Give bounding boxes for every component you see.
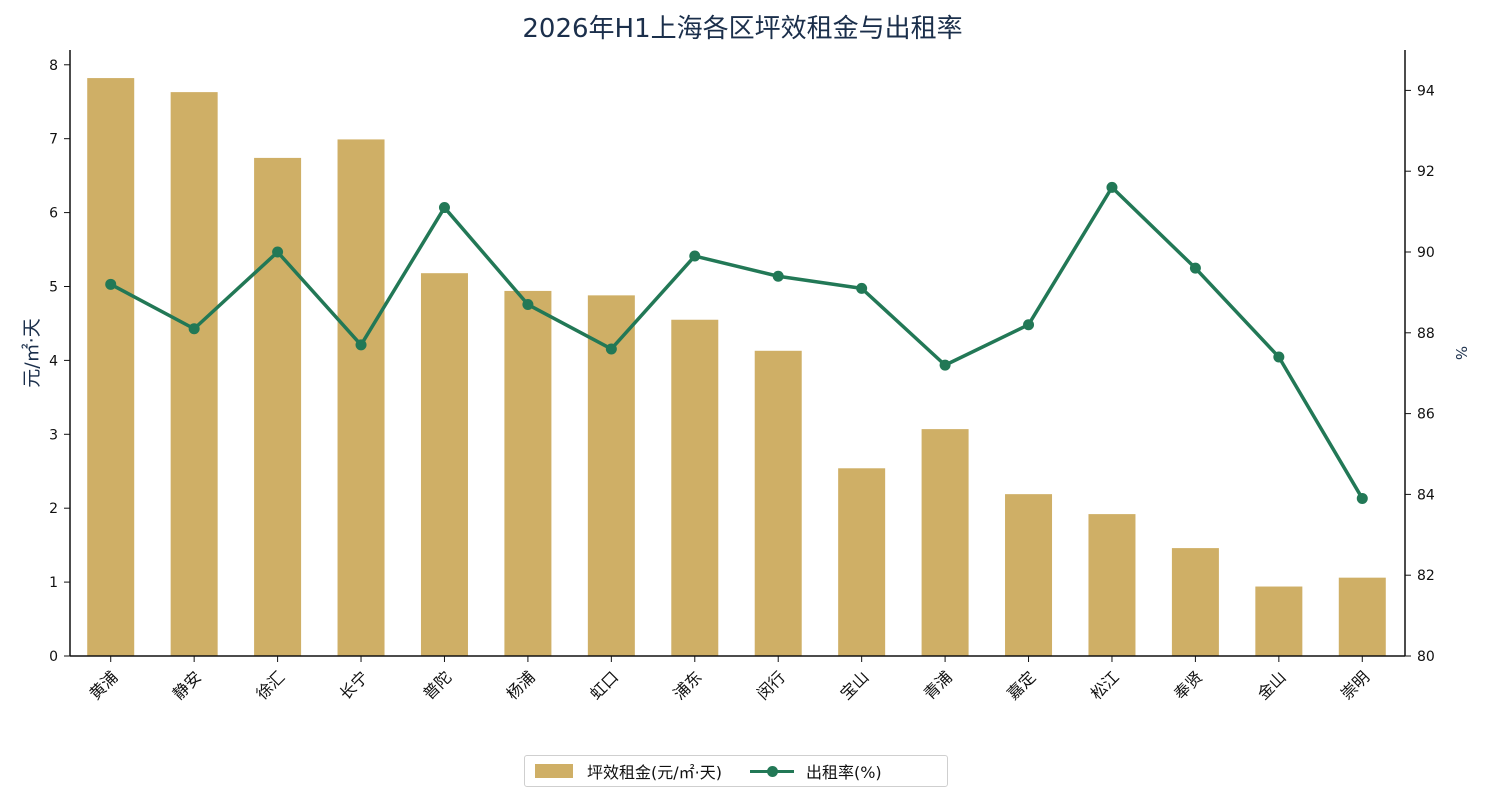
x-tick-label: 崇明	[1337, 667, 1373, 703]
occupancy-point-奉贤	[1189, 262, 1201, 274]
bar-崇明	[1338, 577, 1386, 656]
line-layer	[105, 181, 1368, 504]
x-tick-label: 浦东	[670, 667, 706, 703]
occupancy-point-浦东	[689, 250, 701, 262]
y2-tick-label: 88	[1417, 326, 1435, 342]
x-tick-label: 杨浦	[503, 667, 539, 703]
occupancy-point-宝山	[856, 282, 868, 294]
x-tick-label: 奉贤	[1170, 667, 1206, 703]
legend-bar-swatch	[535, 764, 573, 778]
bar-普陀	[420, 273, 468, 656]
bar-宝山	[838, 468, 886, 656]
x-tick-label: 虹口	[586, 667, 622, 703]
occupancy-point-黄浦	[105, 278, 117, 290]
x-tick-label: 青浦	[920, 667, 956, 703]
y-tick-label: 7	[49, 132, 58, 148]
y2-tick-label: 90	[1417, 245, 1435, 261]
bar-长宁	[337, 139, 385, 657]
bar-嘉定	[1005, 494, 1053, 656]
legend: 坪效租金(元/㎡·天) 出租率(%)	[524, 755, 948, 787]
bar-金山	[1255, 586, 1303, 656]
bar-浦东	[671, 319, 719, 656]
y-tick-label: 3	[49, 427, 58, 443]
y-axis-label: 元/㎡·天	[20, 318, 43, 387]
bar-杨浦	[504, 290, 552, 656]
occupancy-point-崇明	[1356, 492, 1368, 504]
y-tick-label: 6	[49, 206, 58, 222]
y2-tick-label: 86	[1417, 407, 1435, 423]
bars-layer	[87, 78, 1386, 657]
chart-title: 2026年H1上海各区坪效租金与出租率	[522, 14, 963, 44]
bar-青浦	[921, 429, 969, 656]
x-tick-label: 金山	[1254, 667, 1290, 703]
bar-奉贤	[1171, 548, 1219, 656]
occupancy-point-静安	[188, 323, 200, 335]
occupancy-point-普陀	[438, 202, 450, 214]
bar-闵行	[754, 350, 802, 656]
x-tick-label: 黄浦	[85, 667, 121, 703]
y2-tick-label: 80	[1417, 649, 1435, 665]
x-tick-label: 普陀	[419, 667, 455, 703]
y-tick-label: 5	[49, 279, 58, 295]
legend-line-swatch	[749, 764, 794, 778]
y2-axis-label: %	[1452, 346, 1470, 360]
x-tick-label: 静安	[169, 667, 205, 703]
x-tick-label: 松江	[1087, 667, 1123, 703]
occupancy-point-闵行	[772, 270, 784, 282]
x-tick-label: 徐汇	[252, 667, 288, 703]
occupancy-point-松江	[1106, 181, 1118, 193]
bar-虹口	[587, 295, 635, 656]
x-tick-label: 长宁	[336, 667, 372, 703]
legend-item-occupancy: 出租率(%)	[722, 759, 882, 783]
y2-tick-label: 94	[1417, 83, 1435, 99]
occupancy-point-青浦	[939, 359, 951, 371]
y-tick-label: 4	[49, 353, 58, 369]
y2-tick-label: 82	[1417, 568, 1435, 584]
legend-item-rent: 坪效租金(元/㎡·天)	[535, 759, 722, 783]
bar-静安	[170, 92, 218, 656]
x-tick-label: 宝山	[836, 667, 872, 703]
occupancy-point-长宁	[355, 339, 367, 351]
y-tick-label: 8	[49, 58, 58, 74]
y-tick-label: 1	[49, 575, 58, 591]
y2-tick-label: 84	[1417, 487, 1435, 503]
occupancy-point-金山	[1273, 351, 1285, 363]
x-tick-label: 闵行	[753, 667, 789, 703]
occupancy-point-嘉定	[1023, 319, 1035, 331]
bar-黄浦	[87, 78, 135, 656]
legend-label-rent: 坪效租金(元/㎡·天)	[587, 763, 722, 782]
bar-松江	[1088, 514, 1136, 656]
y-tick-label: 0	[49, 649, 58, 665]
y2-tick-label: 92	[1417, 164, 1435, 180]
legend-label-occupancy: 出租率(%)	[805, 763, 882, 782]
x-tick-label: 嘉定	[1003, 667, 1039, 703]
bar-徐汇	[254, 157, 302, 656]
occupancy-point-杨浦	[522, 299, 534, 311]
y-tick-label: 2	[49, 501, 58, 517]
occupancy-point-虹口	[605, 343, 617, 355]
occupancy-point-徐汇	[272, 246, 284, 258]
occupancy-line	[109, 185, 1364, 500]
